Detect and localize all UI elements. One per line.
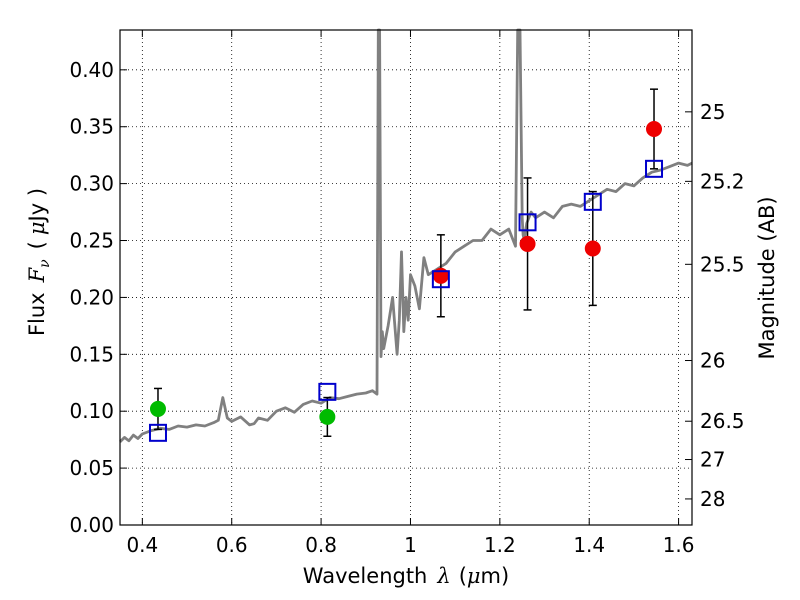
plot-frame — [119, 29, 693, 526]
data-point-circle-1 — [584, 240, 601, 257]
y-tick-label: 0.25 — [69, 229, 114, 253]
x-axis-ticks: 0.4 0.6 0.8 1 1.2 1.4 1.6 — [126, 30, 695, 557]
data-point-square — [518, 213, 537, 232]
data-point-circle-0 — [319, 408, 336, 425]
magnitude-tick-label: 26 — [700, 349, 725, 373]
y-tick-label: 0.40 — [69, 58, 114, 82]
model-spectrum-line — [119, 28, 693, 443]
y-tick-label: 0.15 — [69, 342, 114, 366]
y-axis-ticks: 0.00 0.05 0.10 0.15 0.20 0.25 0.30 0.35 0.40 — [69, 58, 127, 537]
data-point-circle-1 — [519, 235, 536, 252]
y-tick-label: 0.35 — [69, 115, 114, 139]
x-axis-label: Wavelength λ (μm) — [303, 564, 509, 588]
x-tick-label: 1.4 — [573, 533, 605, 557]
data-point-square — [431, 270, 450, 289]
magnitude-tick-label: 25 — [700, 100, 725, 124]
y-tick-label: 0.10 — [69, 399, 114, 423]
x-tick-label: 0.4 — [126, 533, 158, 557]
y-tick-label: 0.20 — [69, 285, 114, 309]
x-tick-label: 1.2 — [484, 533, 516, 557]
data-point-circle-0 — [149, 400, 166, 417]
data-point-square — [583, 192, 602, 211]
data-point-square — [318, 382, 337, 401]
y-axis-label: FluxFν(μJy ) — [25, 188, 53, 336]
data-point-square — [148, 423, 167, 442]
data-point-circle-1 — [646, 121, 663, 137]
y-tick-label: 0.30 — [69, 172, 114, 196]
x-tick-label: 0.6 — [216, 533, 248, 557]
magnitude-tick-label: 26.5 — [700, 409, 745, 433]
y-tick-label: 0.00 — [69, 513, 114, 537]
magnitude-tick-label: 28 — [700, 487, 725, 511]
data-point-square — [645, 159, 664, 178]
x-tick-label: 1.6 — [663, 533, 695, 557]
x-tick-label: 1 — [404, 533, 417, 557]
magnitude-axis-ticks: 25 25.2 25.5 26 26.5 27 28 — [685, 100, 745, 511]
magnitude-tick-label: 25.2 — [700, 169, 745, 193]
magnitude-tick-label: 27 — [700, 448, 725, 472]
data-markers-layer — [148, 121, 664, 442]
magnitude-axis-label: Magnitude (AB) — [755, 196, 779, 359]
magnitude-tick-label: 25.5 — [700, 252, 745, 276]
model-spectrum-layer — [119, 28, 693, 443]
y-tick-label: 0.05 — [69, 456, 114, 480]
x-tick-label: 0.8 — [305, 533, 337, 557]
